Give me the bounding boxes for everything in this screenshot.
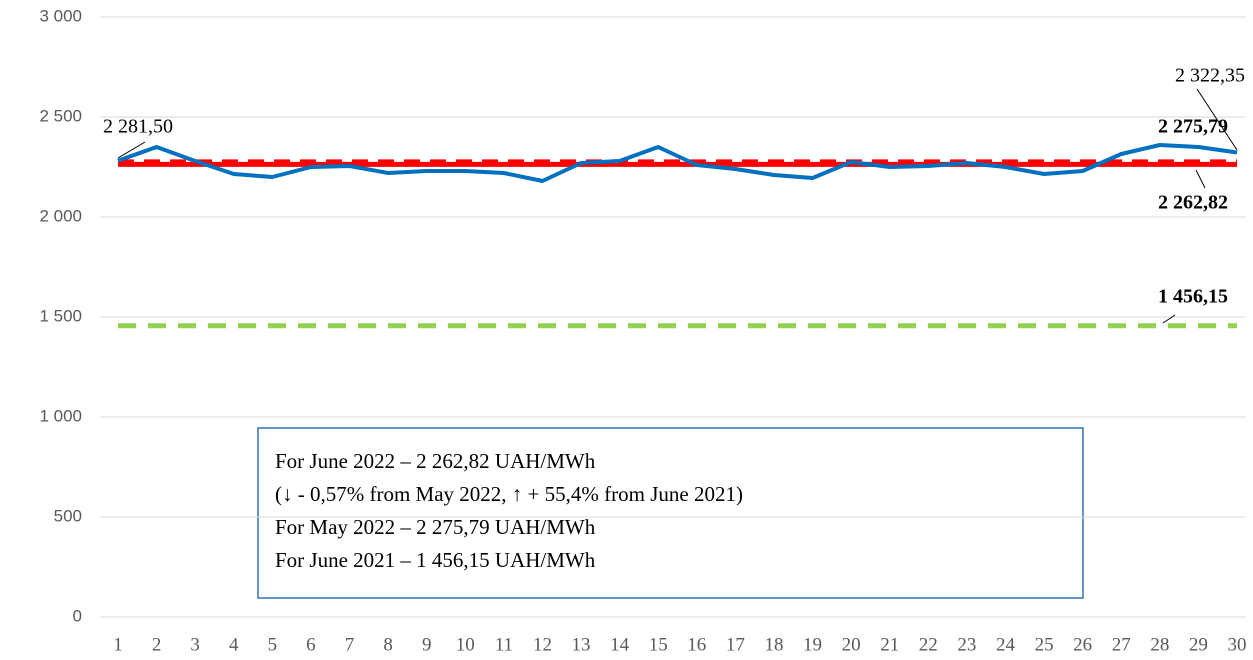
x-tick-label: 5 xyxy=(268,634,278,655)
x-tick-label: 14 xyxy=(610,634,630,655)
y-tick-label: 1 000 xyxy=(39,406,82,425)
annotation-text: For May 2022 – 2 275,79 UAH/MWh xyxy=(275,515,596,539)
x-tick-label: 7 xyxy=(345,634,355,655)
y-tick-label: 2 000 xyxy=(39,206,82,225)
x-tick-label: 27 xyxy=(1112,634,1131,655)
annotation-box xyxy=(257,427,1084,599)
x-tick-label: 29 xyxy=(1189,634,1208,655)
x-tick-label: 8 xyxy=(383,634,393,655)
x-tick-label: 21 xyxy=(880,634,899,655)
x-tick-label: 3 xyxy=(190,634,200,655)
y-tick-label: 1 500 xyxy=(39,306,82,325)
leader-line xyxy=(1196,88,1238,151)
data-label: 2 322,35 xyxy=(1175,65,1245,87)
x-tick-label: 12 xyxy=(533,634,552,655)
x-tick-label: 26 xyxy=(1073,634,1092,655)
x-tick-label: 11 xyxy=(495,634,513,655)
x-tick-label: 20 xyxy=(842,634,861,655)
annotation-text: For June 2021 – 1 456,15 UAH/MWh xyxy=(275,548,596,572)
y-tick-label: 3 000 xyxy=(39,6,82,25)
y-tick-label: 0 xyxy=(73,606,82,625)
x-tick-label: 13 xyxy=(572,634,591,655)
annotation-text: (↓ - 0,57% from May 2022, ↑ + 55,4% from… xyxy=(275,482,743,506)
x-tick-label: 28 xyxy=(1150,634,1169,655)
y-tick-label: 500 xyxy=(54,506,82,525)
leader-line xyxy=(117,141,146,159)
x-tick-label: 1 xyxy=(113,634,123,655)
leader-line xyxy=(1162,314,1176,324)
x-tick-label: 16 xyxy=(687,634,706,655)
x-tick-label: 6 xyxy=(306,634,316,655)
x-tick-label: 19 xyxy=(803,634,822,655)
x-tick-label: 22 xyxy=(919,634,938,655)
series-line xyxy=(117,143,1238,183)
data-label: 2 281,50 xyxy=(103,116,173,138)
data-label: 2 275,79 xyxy=(1158,116,1228,138)
leader-line xyxy=(1195,169,1206,189)
x-tick-label: 4 xyxy=(229,634,239,655)
x-tick-label: 15 xyxy=(649,634,668,655)
x-tick-label: 18 xyxy=(764,634,783,655)
x-tick-label: 25 xyxy=(1035,634,1054,655)
y-tick-label: 2 500 xyxy=(39,106,82,125)
data-label: 1 456,15 xyxy=(1158,286,1228,308)
data-label: 2 262,82 xyxy=(1158,192,1228,214)
x-tick-label: 10 xyxy=(456,634,475,655)
annotation-text: For June 2022 – 2 262,82 UAH/MWh xyxy=(275,449,596,473)
x-tick-label: 17 xyxy=(726,634,745,655)
x-tick-label: 24 xyxy=(996,634,1016,655)
x-tick-label: 30 xyxy=(1228,634,1247,655)
x-tick-label: 9 xyxy=(422,634,432,655)
x-tick-label: 23 xyxy=(957,634,976,655)
x-tick-label: 2 xyxy=(152,634,162,655)
